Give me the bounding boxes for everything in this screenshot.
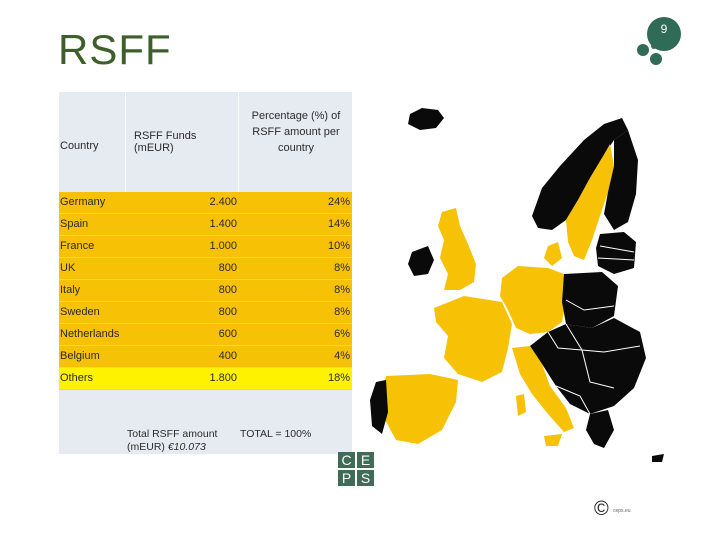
row-percentage: 14% bbox=[327, 218, 350, 230]
table-row: Germany 2.400 24% bbox=[59, 192, 352, 214]
page-number: 9 bbox=[660, 22, 668, 36]
row-percentage: 8% bbox=[334, 306, 350, 318]
map-poland bbox=[562, 272, 618, 328]
row-funds: 800 bbox=[218, 306, 237, 318]
table-row: Netherlands 600 6% bbox=[59, 324, 352, 346]
row-funds: 2.400 bbox=[209, 196, 237, 208]
row-percentage: 4% bbox=[334, 350, 350, 362]
map-greece bbox=[586, 410, 614, 448]
row-funds: 800 bbox=[218, 262, 237, 274]
row-funds: 1.800 bbox=[209, 372, 237, 384]
map-ireland bbox=[408, 246, 434, 276]
row-country: Italy bbox=[60, 284, 81, 296]
row-country: Belgium bbox=[60, 350, 100, 362]
row-funds: 600 bbox=[218, 328, 237, 340]
table-row-others: Others 1.800 18% bbox=[59, 368, 352, 390]
row-country: Sweden bbox=[60, 306, 100, 318]
row-funds: 1.400 bbox=[209, 218, 237, 230]
row-funds: 1.000 bbox=[209, 240, 237, 252]
map-iceland bbox=[408, 108, 444, 130]
row-country: Netherlands bbox=[60, 328, 120, 340]
page-number-badge-icon bbox=[637, 17, 681, 65]
row-percentage: 6% bbox=[334, 328, 350, 340]
header-percentage: Percentage (%) of RSFF amount per countr… bbox=[238, 92, 353, 192]
row-country: Others bbox=[60, 372, 94, 384]
row-funds: 800 bbox=[218, 284, 237, 296]
row-percentage: 24% bbox=[327, 196, 350, 208]
table-row: UK 800 8% bbox=[59, 258, 352, 280]
copyright-icon: © bbox=[594, 498, 609, 520]
row-country: Germany bbox=[60, 196, 106, 208]
row-country: France bbox=[60, 240, 95, 252]
row-percentage: 18% bbox=[327, 372, 350, 384]
row-funds: 400 bbox=[218, 350, 237, 362]
europe-map-image bbox=[370, 108, 664, 462]
map-germany-benelux bbox=[500, 266, 566, 334]
ceps-letter: E bbox=[357, 452, 374, 468]
row-country: UK bbox=[60, 262, 76, 274]
table-body: Germany 2.400 24% Spain 1.400 14% France… bbox=[59, 192, 352, 390]
table-row: Sweden 800 8% bbox=[59, 302, 352, 324]
map-iberia bbox=[382, 374, 458, 444]
map-central-east bbox=[530, 318, 646, 414]
ceps-letter: C bbox=[338, 452, 355, 468]
table-row: Spain 1.400 14% bbox=[59, 214, 352, 236]
row-country: Spain bbox=[60, 218, 89, 230]
map-baltics bbox=[596, 232, 636, 274]
row-percentage: 10% bbox=[327, 240, 350, 252]
map-sweden bbox=[566, 144, 614, 260]
map-cyprus bbox=[652, 454, 664, 462]
total-funds-label: Total RSFF amount (mEUR) bbox=[127, 428, 218, 453]
map-france bbox=[434, 296, 512, 382]
map-portugal bbox=[370, 380, 388, 434]
map-italy bbox=[512, 346, 574, 432]
map-uk bbox=[438, 208, 476, 290]
ceps-logo: C E P S bbox=[338, 452, 376, 488]
map-sicily bbox=[544, 434, 562, 446]
table-row: Italy 800 8% bbox=[59, 280, 352, 302]
map-denmark bbox=[544, 242, 562, 266]
map-norway bbox=[532, 118, 628, 230]
row-percentage: 8% bbox=[334, 284, 350, 296]
total-funds-value: €10.073 bbox=[167, 441, 206, 453]
total-funds: Total RSFF amount (mEUR) €10.073 bbox=[127, 428, 237, 454]
table-row: Belgium 400 4% bbox=[59, 346, 352, 368]
slide-title: RSFF bbox=[58, 26, 172, 73]
ceps-letter: P bbox=[338, 470, 355, 486]
map-finland bbox=[604, 130, 638, 230]
table-row: France 1.000 10% bbox=[59, 236, 352, 258]
copyright-text: ceps.eu bbox=[613, 508, 631, 514]
map-sardinia bbox=[516, 394, 526, 416]
ceps-letter: S bbox=[357, 470, 374, 486]
header-funds: RSFF Funds (mEUR) bbox=[125, 92, 239, 192]
rsff-table: Country RSFF Funds (mEUR) Percentage (%)… bbox=[59, 92, 352, 454]
header-country: Country bbox=[60, 140, 99, 152]
row-percentage: 8% bbox=[334, 262, 350, 274]
total-percentage: TOTAL = 100% bbox=[240, 428, 312, 440]
